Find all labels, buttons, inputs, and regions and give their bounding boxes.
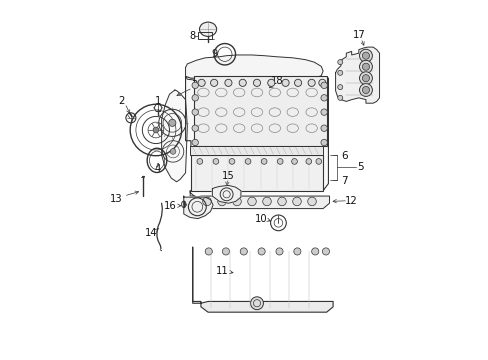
Ellipse shape xyxy=(199,22,216,36)
Polygon shape xyxy=(212,185,241,203)
Circle shape xyxy=(205,248,212,255)
Circle shape xyxy=(277,197,285,206)
Circle shape xyxy=(224,79,231,86)
Circle shape xyxy=(359,49,372,62)
Circle shape xyxy=(362,52,369,59)
Circle shape xyxy=(239,79,246,86)
Text: 18: 18 xyxy=(270,76,283,86)
Circle shape xyxy=(315,158,321,164)
Circle shape xyxy=(359,84,372,96)
Circle shape xyxy=(320,125,326,131)
Circle shape xyxy=(198,79,205,86)
Circle shape xyxy=(362,63,369,70)
Text: 8: 8 xyxy=(189,31,195,41)
Circle shape xyxy=(362,75,369,82)
Text: 5: 5 xyxy=(357,162,363,172)
Circle shape xyxy=(229,158,234,164)
Text: 3: 3 xyxy=(191,80,197,90)
Circle shape xyxy=(291,158,297,164)
Circle shape xyxy=(250,297,263,310)
Circle shape xyxy=(337,85,342,90)
Text: 9: 9 xyxy=(210,49,217,59)
Circle shape xyxy=(337,95,342,100)
Circle shape xyxy=(275,248,283,255)
Circle shape xyxy=(192,95,198,101)
Text: 10: 10 xyxy=(255,213,267,224)
Circle shape xyxy=(282,79,288,86)
Circle shape xyxy=(322,248,329,255)
Circle shape xyxy=(222,248,229,255)
Text: 7: 7 xyxy=(341,176,347,186)
Circle shape xyxy=(359,72,372,85)
Circle shape xyxy=(311,248,318,255)
Text: 13: 13 xyxy=(110,194,122,204)
Circle shape xyxy=(217,197,226,206)
Text: 11: 11 xyxy=(216,266,228,276)
Circle shape xyxy=(170,149,176,154)
Text: 12: 12 xyxy=(345,196,357,206)
Circle shape xyxy=(318,79,325,86)
Text: 15: 15 xyxy=(222,171,234,181)
Text: 4: 4 xyxy=(155,163,161,174)
Circle shape xyxy=(307,79,315,86)
Circle shape xyxy=(192,82,198,89)
Text: 1: 1 xyxy=(155,96,161,107)
Circle shape xyxy=(210,79,217,86)
Circle shape xyxy=(213,158,218,164)
Circle shape xyxy=(261,158,266,164)
Circle shape xyxy=(232,197,241,206)
Polygon shape xyxy=(185,55,323,80)
Bar xyxy=(198,32,211,39)
Circle shape xyxy=(320,109,326,115)
Bar xyxy=(194,76,326,146)
Text: 16: 16 xyxy=(164,201,177,211)
Polygon shape xyxy=(192,247,332,312)
Circle shape xyxy=(320,82,326,89)
Circle shape xyxy=(362,86,369,94)
Circle shape xyxy=(305,158,311,164)
Circle shape xyxy=(192,139,198,146)
Circle shape xyxy=(320,139,326,146)
Circle shape xyxy=(244,158,250,164)
Circle shape xyxy=(277,158,283,164)
Circle shape xyxy=(203,197,211,206)
Bar xyxy=(190,155,323,191)
Circle shape xyxy=(153,127,159,133)
Circle shape xyxy=(247,197,256,206)
Circle shape xyxy=(253,79,260,86)
Circle shape xyxy=(197,158,203,164)
Text: 6: 6 xyxy=(341,151,347,161)
Circle shape xyxy=(258,248,264,255)
Text: 17: 17 xyxy=(352,30,365,40)
Text: 2: 2 xyxy=(118,96,124,107)
Circle shape xyxy=(267,79,274,86)
Polygon shape xyxy=(185,76,328,191)
Circle shape xyxy=(337,70,342,75)
Circle shape xyxy=(320,95,326,101)
Polygon shape xyxy=(162,90,187,182)
Circle shape xyxy=(293,248,300,255)
Circle shape xyxy=(262,197,271,206)
Circle shape xyxy=(359,60,372,73)
Circle shape xyxy=(240,248,247,255)
Text: 14: 14 xyxy=(145,228,158,238)
Circle shape xyxy=(292,197,301,206)
Circle shape xyxy=(337,60,342,64)
Circle shape xyxy=(168,119,176,126)
Circle shape xyxy=(307,197,316,206)
Polygon shape xyxy=(183,196,213,219)
Bar xyxy=(190,146,323,155)
Circle shape xyxy=(192,125,198,131)
Polygon shape xyxy=(190,191,329,208)
Circle shape xyxy=(192,109,198,115)
Polygon shape xyxy=(335,47,379,103)
Circle shape xyxy=(294,79,301,86)
